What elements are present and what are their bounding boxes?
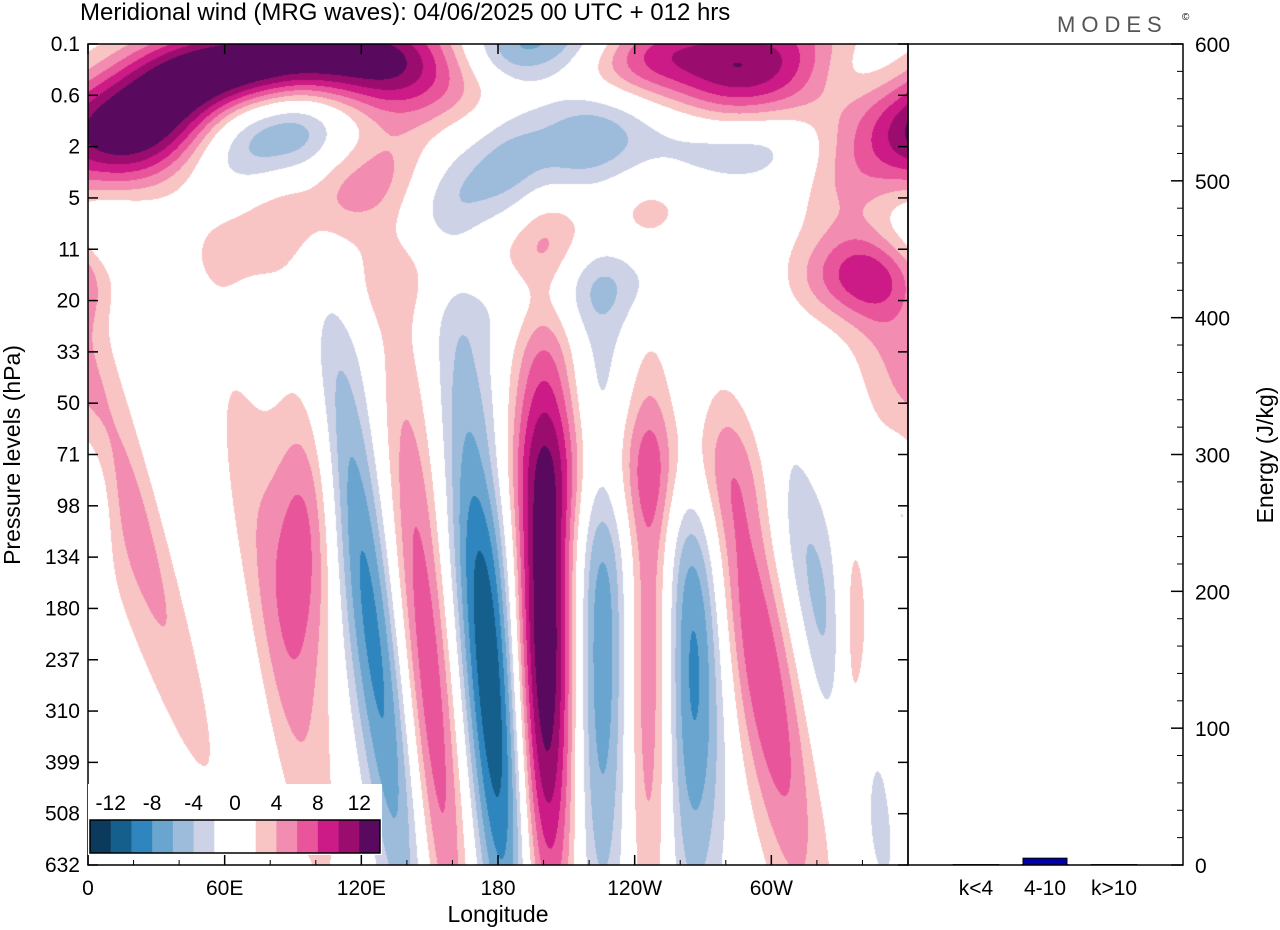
pressure-tick-label: 237: [45, 649, 80, 672]
chart-title: Meridional wind (MRG waves): 04/06/2025 …: [80, 0, 730, 26]
pressure-tick-label: 5: [68, 187, 80, 210]
longitude-tick-label: 120E: [337, 877, 386, 900]
colorbar-swatch: [110, 820, 132, 853]
pressure-tick-label: 20: [57, 290, 80, 313]
energy-tick-label: 0: [1195, 855, 1207, 878]
pressure-tick-label: 399: [45, 751, 80, 774]
brand-text: MODES: [1057, 12, 1168, 37]
longitude-tick-label: 60E: [206, 877, 243, 900]
brand-mark: ©: [1182, 12, 1190, 23]
energy-bar: [1022, 857, 1068, 866]
colorbar-swatch: [172, 820, 194, 853]
energy-tick-label: 400: [1195, 308, 1230, 331]
colorbar-swatch: [193, 820, 215, 853]
pressure-tick-label: 508: [45, 803, 80, 826]
bar-panel-frame: [907, 43, 1184, 866]
colorbar-tick-label: 4: [271, 792, 283, 815]
colorbar-tick-label: 8: [312, 792, 324, 815]
colorbar-swatch: [317, 820, 339, 853]
longitude-tick-label: 120W: [607, 877, 662, 900]
wavenumber-category-label: 4-10: [1024, 877, 1066, 900]
colorbar-tick-label: -4: [184, 792, 203, 815]
colorbar-frame: [89, 819, 381, 854]
pressure-tick-label: 0.1: [51, 33, 80, 56]
pressure-tick-label: 33: [57, 341, 80, 364]
colorbar-tick-label: 12: [348, 792, 371, 815]
pressure-tick-label: 2: [68, 136, 80, 159]
energy-tick-label: 300: [1195, 445, 1230, 468]
longitude-tick-label: 60W: [750, 877, 793, 900]
colorbar-swatch: [152, 820, 174, 853]
colorbar-swatch: [214, 820, 236, 853]
energy-tick-label: 200: [1195, 581, 1230, 604]
wavenumber-category-label: k>10: [1091, 877, 1137, 900]
wind-heatmap-panel: [88, 44, 908, 865]
colorbar-tick-label: -8: [143, 792, 162, 815]
longitude-tick-label: 0: [82, 877, 94, 900]
wavenumber-category-label: k<4: [959, 877, 994, 900]
meridional-wind-contours: [88, 44, 908, 865]
pressure-tick-label: 134: [45, 546, 80, 569]
energy-tick-label: 600: [1195, 34, 1230, 57]
longitude-axis: 0 60E 120E 180 120W 60W: [82, 44, 863, 900]
pressure-tick-label: 0.6: [51, 84, 80, 107]
colorbar-tick-label: -12: [96, 792, 126, 815]
colorbar-legend: -12 -8 -4 0 4 8 12: [88, 784, 382, 855]
energy-tick-label: 100: [1195, 718, 1230, 741]
colorbar-swatch: [297, 820, 319, 853]
energy-axis-title: Energy (J/kg): [1252, 387, 1278, 524]
longitude-tick-label: 180: [480, 877, 515, 900]
x-axis-title: Longitude: [447, 901, 548, 927]
colorbar-swatch: [338, 820, 360, 853]
pressure-tick-label: 71: [57, 444, 80, 467]
colorbar-swatch: [235, 820, 257, 853]
pressure-tick-label: 310: [45, 700, 80, 723]
colorbar-swatch: [255, 820, 277, 853]
pressure-axis: 0.1 0.6 2 5 11 20 33 50 71 98 134 180 237 310 399 508 63…: [45, 33, 908, 877]
colorbar-swatch: [131, 820, 153, 853]
pressure-tick-label: 180: [45, 597, 80, 620]
colorbar-tick-label: 0: [229, 792, 241, 815]
pressure-tick-label: 98: [57, 495, 80, 518]
brand-logo: MODES ©: [1057, 12, 1190, 37]
colorbar-swatch: [276, 820, 298, 853]
pressure-tick-label: 50: [57, 392, 80, 415]
pressure-tick-label: 632: [45, 854, 80, 877]
pressure-tick-label: 11: [58, 238, 80, 261]
colorbar-swatch: [359, 820, 381, 853]
colorbar-swatch: [90, 820, 112, 853]
energy-tick-label: 500: [1195, 171, 1230, 194]
y-axis-title: Pressure levels (hPa): [0, 345, 25, 565]
energy-bar-panel: 0 100 200 300 400 500 600 k<4 4-10 k>10: [952, 34, 1230, 900]
